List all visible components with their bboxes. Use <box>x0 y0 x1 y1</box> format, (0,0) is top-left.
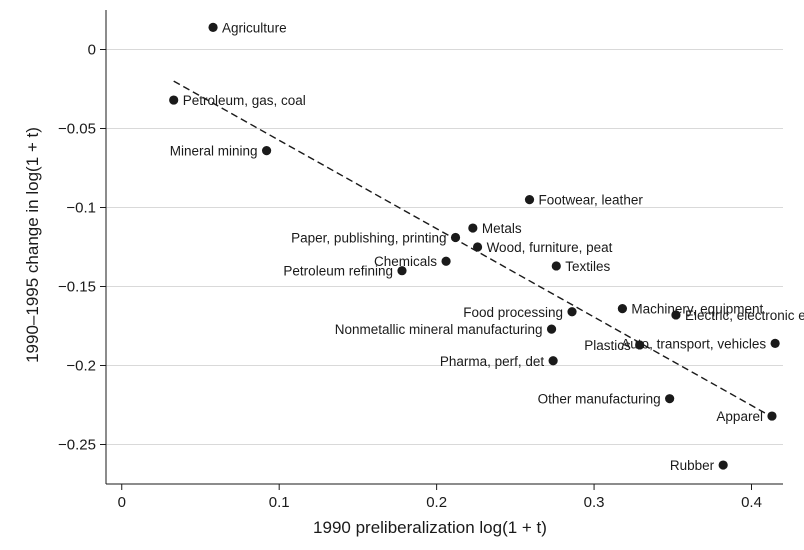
point-label: Rubber <box>670 458 715 473</box>
data-point <box>546 324 557 334</box>
point-label: Food processing <box>463 305 563 320</box>
x-tick-label: 0 <box>118 494 126 511</box>
point-label: Plastics <box>584 338 631 353</box>
point-label: Chemicals <box>374 254 437 269</box>
point-label: Wood, furniture, peat <box>487 240 613 255</box>
grid-lines <box>106 49 783 445</box>
y-axis-label: 1990–1995 change in log(1 + t) <box>23 127 42 363</box>
point-label: Agriculture <box>222 20 287 35</box>
data-point <box>567 307 577 317</box>
data-point <box>450 232 461 243</box>
y-tick-label: −0.1 <box>66 200 96 217</box>
y-tick-label: 0 <box>88 42 96 59</box>
point-label: Nonmetallic mineral manufacturing <box>335 322 543 337</box>
data-point <box>551 261 561 271</box>
point-label: Footwear, leather <box>539 193 644 208</box>
data-point <box>671 310 681 320</box>
y-tick-label: −0.05 <box>58 121 96 138</box>
point-label: Other manufacturing <box>538 392 661 407</box>
point-label: Apparel <box>716 409 763 424</box>
data-point <box>472 242 483 252</box>
fit-line-group <box>173 80 771 417</box>
data-point <box>397 266 407 276</box>
data-point <box>441 256 451 266</box>
y-tick-label: −0.2 <box>66 358 96 375</box>
data-point <box>524 195 535 205</box>
y-tick-label: −0.25 <box>58 437 96 454</box>
data-point <box>635 340 645 350</box>
point-label: Machinery, equipment <box>631 302 763 317</box>
x-tick-label: 0.4 <box>741 494 762 511</box>
fit-line <box>173 80 771 417</box>
data-point <box>468 223 478 233</box>
data-point <box>548 356 558 366</box>
x-tick-label: 0.3 <box>584 494 605 511</box>
point-label: Petroleum, gas, coal <box>183 93 306 108</box>
point-label: Auto, transport, vehicles <box>621 336 766 351</box>
data-point <box>617 304 628 314</box>
x-tick-label: 0.2 <box>426 494 447 511</box>
y-tick-label: −0.15 <box>58 279 96 296</box>
data-point <box>718 460 728 470</box>
point-label: Petroleum refining <box>283 264 393 279</box>
point-label: Paper, publishing, printing <box>291 231 446 246</box>
data-point <box>767 411 777 421</box>
point-label: Mineral mining <box>170 144 258 159</box>
point-label: Electric, electronic equipment <box>685 308 804 323</box>
data-point <box>208 22 218 32</box>
point-label: Textiles <box>565 259 610 274</box>
point-label: Pharma, perf, det <box>440 354 545 369</box>
data-point <box>665 394 675 404</box>
axes: 0 −0.05 −0.1 −0.15 −0.2 −0.25 0 0.1 0.2 0.3 0.4 <box>58 10 783 511</box>
x-tick-label: 0.1 <box>269 494 290 511</box>
point-labels: Agriculture Petroleum, gas, coal Mineral m… <box>170 20 804 473</box>
data-point <box>770 338 780 348</box>
point-label: Metals <box>482 221 522 236</box>
data-point <box>261 146 272 156</box>
data-point <box>169 95 179 105</box>
data-points <box>169 22 780 470</box>
x-axis-label: 1990 preliberalization log(1 + t) <box>313 518 547 537</box>
